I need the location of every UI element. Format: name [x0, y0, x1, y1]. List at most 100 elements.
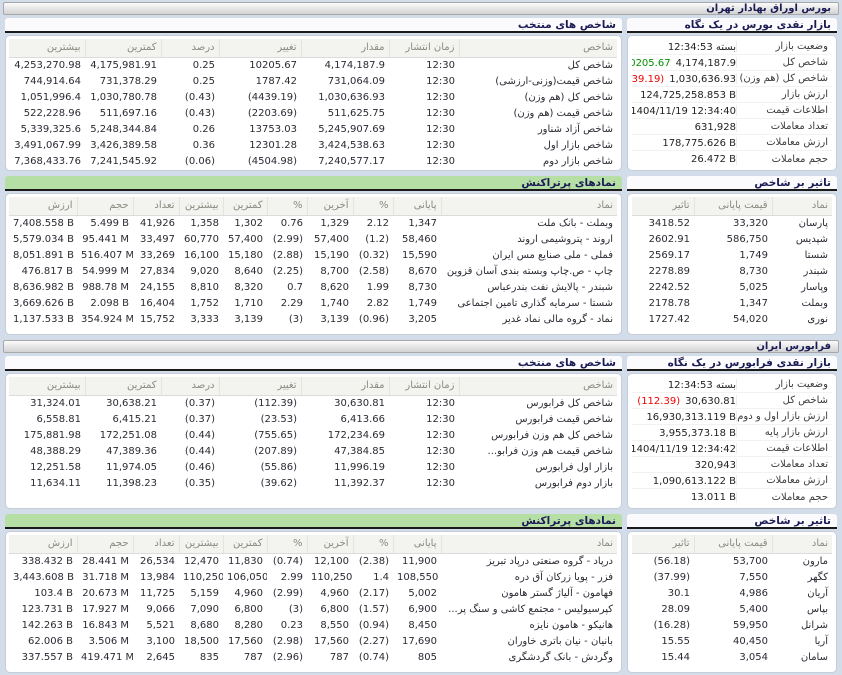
- col-header-value[interactable]: ارزش: [9, 535, 77, 554]
- index-high: 4,253,270.98: [14, 59, 81, 71]
- symbol-row[interactable]: فزر - پویا زرکان آق دره 108,550 1.4 110,…: [9, 569, 617, 585]
- symbol-row[interactable]: کپرسیولیس - مجتمع کاشی و سنگ پر... 6,900…: [9, 601, 617, 617]
- col-header-impact[interactable]: تاثیر: [632, 197, 694, 216]
- window-title-bar[interactable]: بورس اوراق بهادار تهران: [3, 2, 839, 15]
- col-header-last[interactable]: آخرین: [306, 535, 353, 554]
- symbol-last: 17,560: [314, 635, 349, 647]
- index-row[interactable]: شاخص قیمت هم وزن فرابو... 12:30 47,384.8…: [9, 443, 617, 459]
- index-row[interactable]: شاخص قیمت(وزنی-ارزشی) 12:30 731,064.09 1…: [9, 73, 617, 89]
- col-header-low[interactable]: کمترین: [222, 535, 267, 554]
- impact-row[interactable]: آریان 4,986 30.1: [632, 585, 832, 601]
- symbol-row[interactable]: شستا - سرمایه گذاری تامین اجتماعی 1,749 …: [9, 295, 617, 311]
- symbol-name: بانیان - نیان باتری خاوران: [507, 635, 613, 647]
- symbol-row[interactable]: چاپ - ص.چاپ وبسته بندی آسان قزوین 8,670 …: [9, 263, 617, 279]
- col-header-percent[interactable]: درصد: [160, 39, 219, 58]
- glance-value: 178,775.626 B: [632, 137, 736, 149]
- col-header-close[interactable]: پایانی: [392, 535, 441, 554]
- col-header-volume[interactable]: حجم: [76, 535, 133, 554]
- symbol-row[interactable]: نماد - گروه مالی نماد غدیر 3,205 (0.96) …: [9, 311, 617, 327]
- impact-close-price: 7,550: [739, 571, 768, 583]
- col-header-symbol[interactable]: نماد: [440, 535, 617, 554]
- col-header-index[interactable]: شاخص: [458, 39, 617, 58]
- symbol-row[interactable]: شبندر - پالایش نفت بندرعباس 8,730 1.99 8…: [9, 279, 617, 295]
- col-header-close-pct[interactable]: %: [352, 197, 393, 216]
- col-header-last[interactable]: آخرین: [306, 197, 353, 216]
- col-header-high[interactable]: بیشترین: [178, 535, 223, 554]
- symbol-row[interactable]: هانیکو - هامون نایزه 8,450 (0.94) 8,550 …: [9, 617, 617, 633]
- index-row[interactable]: شاخص کل (هم وزن) 12:30 1,030,636.93 (443…: [9, 89, 617, 105]
- index-percent: (0.43): [184, 107, 215, 119]
- index-row[interactable]: شاخص بازار دوم 12:30 7,240,577.17 (4504.…: [9, 153, 617, 169]
- index-row[interactable]: شاخص کل هم وزن فرابورس 12:30 172,234.69 …: [9, 427, 617, 443]
- index-row[interactable]: شاخص کل فرابورس 12:30 30,630.81 (112.39)…: [9, 395, 617, 411]
- index-row[interactable]: بازار دوم فرابورس 12:30 11,392.37 (39.62…: [9, 475, 617, 491]
- index-value: 7,240,577.17: [318, 155, 385, 167]
- index-row[interactable]: شاخص قیمت (هم وزن) 12:30 511,625.75 (220…: [9, 105, 617, 121]
- index-row[interactable]: شاخص قیمت فرابورس 12:30 6,413.66 (23.53)…: [9, 411, 617, 427]
- glance-label: تعداد معاملات: [736, 121, 832, 132]
- glance-label: حجم معاملات: [736, 153, 832, 165]
- symbol-high: 7,090: [190, 603, 219, 615]
- impact-row[interactable]: سامان 3,054 15.44: [632, 649, 832, 665]
- col-header-change[interactable]: تغییر: [218, 377, 301, 396]
- col-header-symbol[interactable]: نماد: [440, 197, 617, 216]
- index-publish-time: 12:30: [426, 477, 455, 489]
- index-row[interactable]: شاخص کل 12:30 4,174,187.9 10205.67 0.25 …: [9, 57, 617, 73]
- col-header-low[interactable]: کمترین: [84, 377, 161, 396]
- symbol-row[interactable]: فملی - ملی صنایع مس ایران 15,590 (0.32) …: [9, 247, 617, 263]
- symbol-row[interactable]: وگردش - بانک گردشگری 805 (0.74) 787 (2.9…: [9, 649, 617, 665]
- impact-row[interactable]: آریا 40,450 15.55: [632, 633, 832, 649]
- col-header-value[interactable]: مقدار: [300, 39, 389, 58]
- col-header-close-price[interactable]: قیمت پایانی: [693, 197, 772, 216]
- col-header-last-pct[interactable]: %: [266, 535, 307, 554]
- symbol-row[interactable]: فهامون - آلیاژ گستر هامون 5,002 (2.17) 4…: [9, 585, 617, 601]
- impact-row[interactable]: مارون 53,700 (56.18): [632, 553, 832, 569]
- impact-row[interactable]: پارسان 33,320 3418.52: [632, 215, 832, 231]
- impact-row[interactable]: شپدیس 586,750 2602.91: [632, 231, 832, 247]
- farabourse-side-column: بازار نقدی فرابورس در یک نگاه وضعیت بازا…: [627, 356, 837, 673]
- impact-row[interactable]: کگهر 7,550 (37.99): [632, 569, 832, 585]
- col-header-symbol[interactable]: نماد: [771, 535, 832, 554]
- col-header-close-pct[interactable]: %: [352, 535, 393, 554]
- col-header-close[interactable]: پایانی: [392, 197, 441, 216]
- symbol-row[interactable]: اروند - پتروشیمی اروند 58,460 (1.2) 57,4…: [9, 231, 617, 247]
- bourse-indices-panel: شاخص زمان انتشار مقدار تغییر درصد کمترین…: [5, 35, 622, 171]
- impact-row[interactable]: شستا 1,749 2569.17: [632, 247, 832, 263]
- index-row[interactable]: شاخص بازار اول 12:30 3,424,538.63 12301.…: [9, 137, 617, 153]
- impact-row[interactable]: وبملت 1,347 2178.78: [632, 295, 832, 311]
- col-header-count[interactable]: تعداد: [132, 535, 179, 554]
- col-header-last-pct[interactable]: %: [266, 197, 307, 216]
- impact-symbol: شبندر: [803, 265, 829, 277]
- col-header-impact[interactable]: تاثیر: [632, 535, 694, 554]
- index-row[interactable]: شاخص آزاد شناور 12:30 5,245,907.69 13753…: [9, 121, 617, 137]
- col-header-high[interactable]: بیشترین: [9, 377, 85, 396]
- active-header-row: نماد پایانی % آخرین % کمترین بیشترین تعد…: [9, 535, 617, 554]
- col-header-symbol[interactable]: نماد: [771, 197, 832, 216]
- col-header-value[interactable]: مقدار: [300, 377, 389, 396]
- col-header-count[interactable]: تعداد: [132, 197, 179, 216]
- col-header-high[interactable]: بیشترین: [9, 39, 85, 58]
- symbol-low: 57,400: [228, 233, 263, 245]
- impact-row[interactable]: نوری 54,020 1727.42: [632, 311, 832, 327]
- impact-row[interactable]: شرانل 59,950 (16.28): [632, 617, 832, 633]
- symbol-row[interactable]: درپاد - گروه صنعتی درپاد تبریز 11,900 (2…: [9, 553, 617, 569]
- index-row[interactable]: بازار اول فرابورس 12:30 11,996.19 (55.86…: [9, 459, 617, 475]
- col-header-high[interactable]: بیشترین: [178, 197, 223, 216]
- impact-value: 2569.17: [648, 249, 690, 261]
- col-header-volume[interactable]: حجم: [76, 197, 133, 216]
- impact-row[interactable]: بپاس 5,400 28.09: [632, 601, 832, 617]
- index-name: شاخص قیمت(وزنی-ارزشی): [495, 75, 613, 87]
- col-header-percent[interactable]: درصد: [160, 377, 219, 396]
- impact-row[interactable]: شبندر 8,730 2278.89: [632, 263, 832, 279]
- symbol-row[interactable]: وبملت - بانک ملت 1,347 2.12 1,329 0.76 1…: [9, 215, 617, 231]
- col-header-value[interactable]: ارزش: [9, 197, 77, 216]
- col-header-change[interactable]: تغییر: [218, 39, 301, 58]
- col-header-low[interactable]: کمترین: [84, 39, 161, 58]
- symbol-row[interactable]: بانیان - نیان باتری خاوران 17,690 (2.27)…: [9, 633, 617, 649]
- col-header-close-price[interactable]: قیمت پایانی: [693, 535, 772, 554]
- col-header-low[interactable]: کمترین: [222, 197, 267, 216]
- col-header-index[interactable]: شاخص: [458, 377, 617, 396]
- col-header-publish-time[interactable]: زمان انتشار: [388, 377, 459, 396]
- col-header-publish-time[interactable]: زمان انتشار: [388, 39, 459, 58]
- impact-row[interactable]: وپاسار 5,025 2242.52: [632, 279, 832, 295]
